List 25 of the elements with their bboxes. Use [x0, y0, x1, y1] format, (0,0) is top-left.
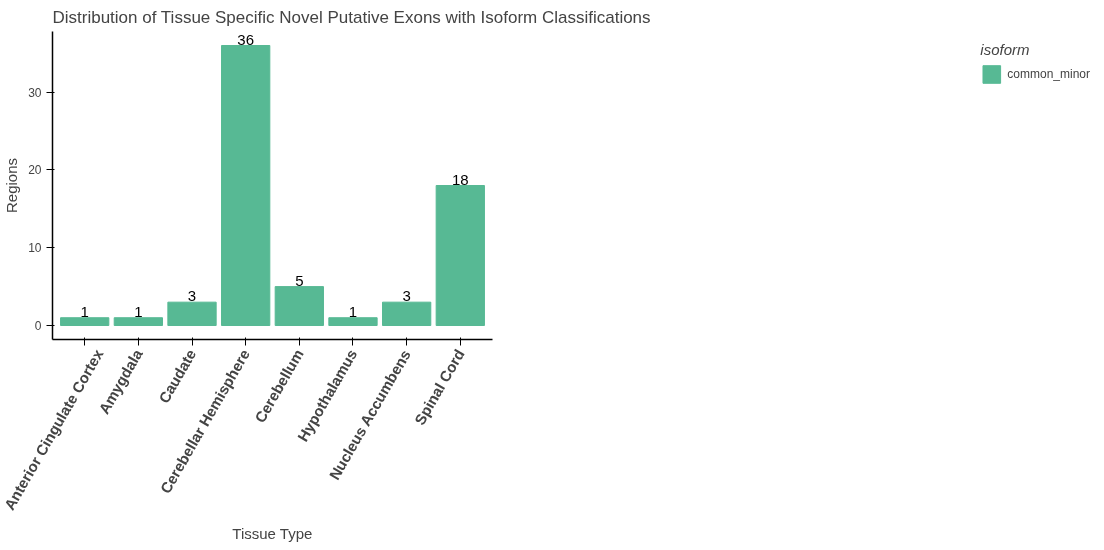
y-tick-label: 0 — [34, 319, 42, 333]
data-label: 36 — [237, 30, 255, 48]
y-tick-label: 20 — [28, 163, 42, 178]
data-label: 18 — [451, 170, 469, 188]
y-tick-label: 10 — [28, 241, 42, 256]
y-tick-label: 30 — [28, 85, 42, 100]
legend-label: common_minor — [1007, 67, 1090, 81]
bar — [60, 317, 110, 326]
y-axis-title: Regions — [3, 157, 21, 214]
bar — [167, 301, 217, 326]
bar — [113, 317, 163, 326]
chart-title: Distribution of Tissue Specific Novel Putative Exons with Isoform Classifications — [52, 7, 651, 27]
bar — [382, 301, 432, 326]
bar — [221, 45, 271, 326]
data-label: 1 — [134, 302, 143, 320]
bar — [274, 286, 324, 326]
data-label: 5 — [295, 271, 304, 289]
data-label: 1 — [348, 302, 358, 320]
x-axis-title: Tissue Type — [232, 525, 313, 543]
bar — [435, 185, 485, 326]
data-label: 3 — [402, 287, 411, 305]
data-label: 1 — [80, 302, 89, 320]
bar — [328, 317, 378, 326]
legend-title: isoform — [980, 41, 1031, 58]
data-label: 3 — [187, 287, 197, 305]
